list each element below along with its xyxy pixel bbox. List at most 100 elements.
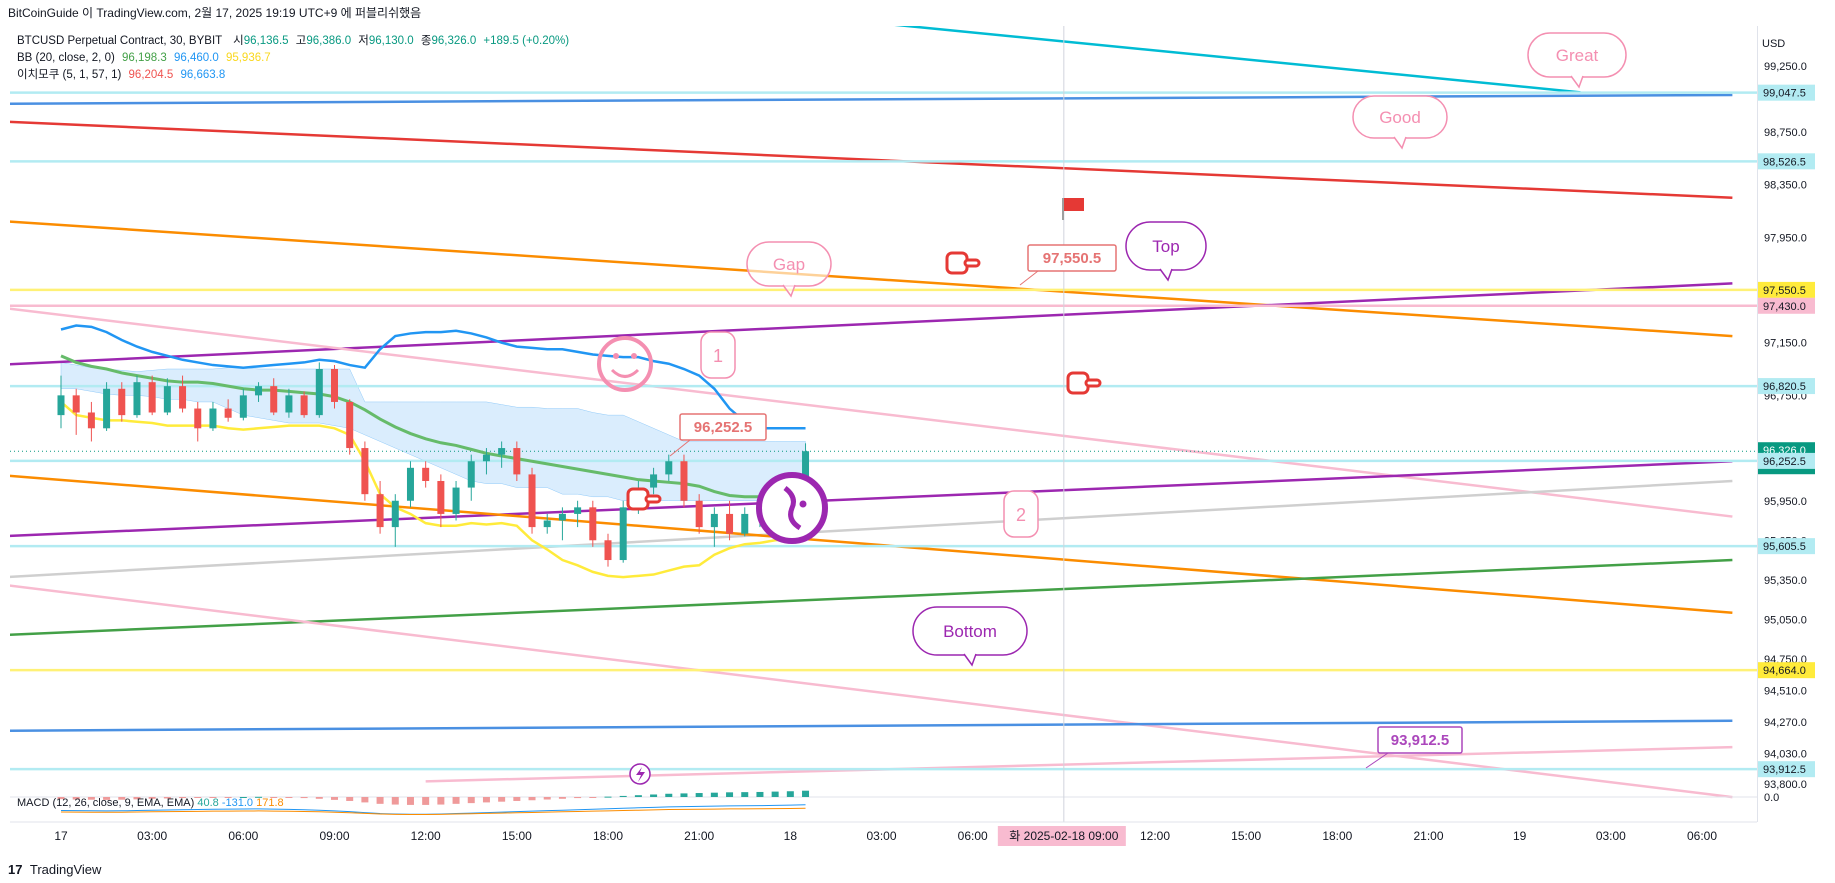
ichimoku-label[interactable]: 이치모쿠 (5, 1, 57, 1) [17,69,122,81]
macd-bar [87,797,95,800]
flag-cloth [1064,198,1084,211]
macd-bar [255,796,263,798]
symbol-label[interactable]: BTCUSD Perpetual Contract, 30, BYBIT [17,35,222,47]
callout-gap: Gap [746,241,832,298]
price-marker-bg [1758,378,1815,395]
candle [437,474,445,528]
price-note: 93,912.5 [1365,726,1463,769]
candle [163,378,171,416]
macd-bar [239,797,247,798]
callout-tail [963,653,977,667]
candle [391,494,399,547]
chart-legend: BTCUSD Perpetual Contract, 30, BYBIT 시96… [17,33,569,84]
candle-body [726,513,734,534]
annotations: Great Good Gap Top Bottom 1 2 97,550.5 96,252.5 9… [597,26,1627,822]
callout-text: Bottom [943,622,997,641]
macd-bar [513,797,521,801]
price-tick-label: 95,350.0 [1764,575,1807,587]
time-tick-label: 12:00 [1140,829,1170,843]
candle [224,399,232,422]
candle [376,480,384,534]
trend-line-gray [10,479,1733,579]
candle [604,533,612,567]
candle [543,513,551,534]
candle-body [255,386,263,396]
time-tick-label: 09:00 [319,829,349,843]
macd-bar [300,797,308,799]
trend-line-purple [10,282,1733,366]
ohlc-open-label: 시 [233,35,244,47]
candle [619,500,627,563]
marker-text: 2 [1016,505,1026,525]
candle [589,500,597,547]
price-note-box [1027,244,1117,272]
candle [574,500,582,528]
price-tick-label: 94,270.0 [1764,717,1807,729]
time-tick-label: 18 [784,829,798,843]
candle [665,454,673,481]
candle [346,399,354,455]
candle [300,391,308,418]
macd-bar [422,797,430,805]
candle-body [209,408,217,429]
macd-bar [148,797,156,799]
candle-body [695,500,703,528]
macd-bar [270,797,278,798]
price-scale-labels: 99,250.0 98,750.0 98,350.0 97,950.0 97,150.0… [1758,61,1815,804]
price-tick-label: 97,150.0 [1764,338,1807,350]
candle-body [528,474,536,528]
smiley-icon [597,336,653,392]
candle-body [179,386,187,409]
macd-label[interactable]: MACD (12, 26, close, 9, EMA, EMA) [17,797,195,809]
candle-body [422,467,430,481]
price-marker-bg [1758,84,1815,101]
candle [680,454,688,508]
trend-line-blue [10,93,1733,105]
candle-body [406,467,414,501]
candle [209,401,217,431]
time-tick-label: 15:00 [502,829,532,843]
candle [255,382,263,402]
candle [558,507,566,541]
macd-bar [179,797,187,799]
price-marker-label: 95,605.5 [1763,541,1806,553]
macd-bar [346,797,354,801]
lightning-bolt [636,767,645,782]
price-marker-label: 98,526.5 [1763,156,1806,168]
callout-top: Top [1125,221,1207,282]
pointing-hand-icon [626,487,662,511]
candle [513,441,521,481]
macd-bar [57,797,65,800]
ohlc-high-label: 고 [295,35,307,47]
macd-bar [467,797,475,804]
price-marker-top: 96,252.5 [1758,452,1815,469]
price-note-text: 97,550.5 [1043,250,1101,267]
macd-bar [376,797,384,804]
candle [361,441,369,501]
macd-bar [437,797,445,805]
time-tick-label: 03:00 [1596,829,1626,843]
macd-zero-label: 0.0 [1764,792,1779,804]
candle-body [103,388,111,429]
flag-icon [1062,198,1084,220]
marker-text: 1 [713,346,723,366]
price-marker: 97,430.0 [1758,297,1815,314]
candle-body [376,494,384,528]
candle [133,375,141,418]
candle-body [194,408,202,429]
price-marker-bg [1758,281,1815,298]
bb-label[interactable]: BB (20, close, 2, 0) [17,52,115,64]
macd-bar [224,797,232,798]
macd-bar [163,797,171,799]
candle-body [148,382,156,413]
macd-bar [558,797,566,799]
macd-bar [406,797,414,805]
time-tick-label: 03:00 [137,829,167,843]
macd-signal-line [60,807,806,816]
callout-text: Gap [773,255,805,274]
time-axis: 17 03:00 06:00 09:00 12:00 15:00 18:00 21:00 18 0… [10,821,1757,846]
macd-bar [756,791,764,797]
price-marker: 99,047.5 [1758,84,1815,101]
macd-bar [103,797,111,800]
